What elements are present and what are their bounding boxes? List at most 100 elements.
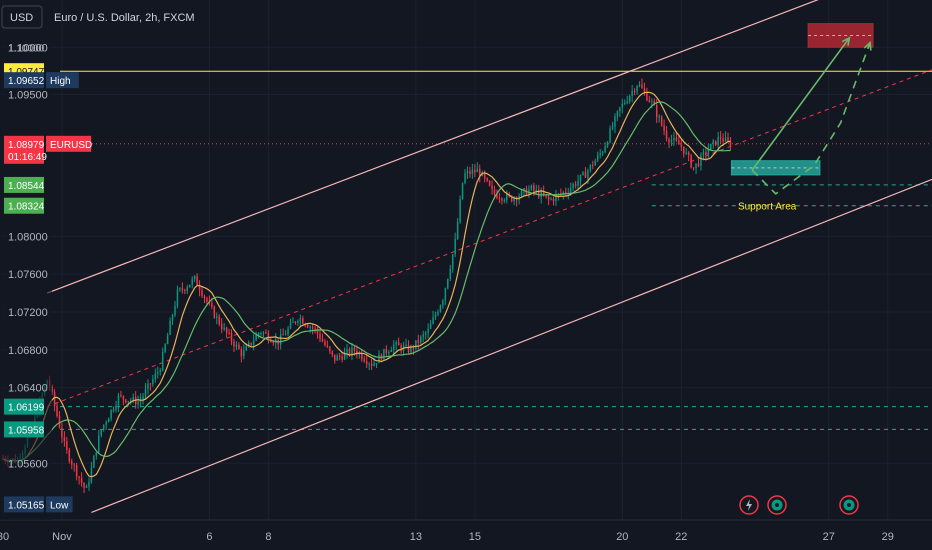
candle-body	[144, 389, 147, 397]
candle-body	[316, 328, 319, 334]
candle-body	[439, 305, 442, 312]
price-tag-box	[4, 176, 44, 193]
candle-body	[395, 342, 397, 345]
candle-body	[122, 395, 125, 400]
candle-body	[680, 144, 683, 147]
candle-body	[476, 168, 479, 173]
candle-body	[321, 339, 324, 342]
candle-body	[166, 334, 169, 345]
candle-body	[648, 100, 651, 102]
price-tag-box	[4, 72, 44, 89]
annotation-label: Support Area	[738, 202, 797, 213]
candle-body	[449, 268, 452, 279]
candle-body	[397, 342, 400, 346]
candle-body	[714, 140, 717, 146]
candle-body	[314, 328, 316, 330]
candle-body	[584, 172, 587, 178]
candle-body	[712, 140, 715, 144]
candle-body	[464, 173, 466, 183]
candle-body	[338, 355, 341, 357]
price-tag-value: 1.08979	[8, 140, 45, 151]
candle-body	[628, 95, 631, 102]
candle-body	[592, 164, 594, 166]
price-tag-value: 1.05165	[8, 500, 45, 511]
candle-body	[624, 102, 626, 104]
candle-body	[437, 311, 439, 315]
candle-body	[412, 346, 415, 349]
event-icon[interactable]	[839, 495, 859, 515]
candle-body	[424, 333, 427, 335]
candle-body	[370, 363, 373, 366]
candle-body	[302, 318, 304, 324]
candle-body	[410, 346, 412, 353]
candle-body	[63, 437, 66, 442]
candle-body	[292, 321, 294, 323]
candle-body	[289, 322, 292, 329]
price-tag: 1.05165 Low	[4, 496, 73, 513]
candle-body	[171, 315, 174, 321]
price-tag-value: 1.08544	[8, 181, 45, 192]
candle-body	[523, 188, 525, 191]
candle-body	[85, 486, 88, 488]
price-tag: 1.09652 High	[4, 72, 79, 89]
x-tick-label: 6	[206, 531, 212, 543]
candle-body	[653, 101, 656, 106]
candle-body	[53, 392, 56, 406]
ma-slow-line	[2, 101, 731, 462]
x-tick-label: 20	[616, 531, 628, 543]
candle-body	[678, 140, 680, 145]
candle-body	[198, 285, 201, 291]
candle-body	[555, 194, 557, 202]
candle-body	[483, 172, 486, 178]
candle-body	[690, 155, 692, 168]
candle-body	[169, 320, 171, 335]
candle-body	[75, 465, 78, 477]
candle-body	[284, 334, 287, 336]
candle-body	[609, 128, 611, 143]
event-icon-dot	[847, 503, 851, 507]
candle-body	[538, 190, 540, 198]
candle-body	[589, 164, 592, 171]
candle-body	[501, 198, 503, 201]
candle-body	[351, 347, 353, 355]
candle-body	[503, 200, 506, 202]
candle-body	[434, 314, 437, 318]
projection-path	[751, 42, 871, 195]
event-icon[interactable]	[767, 495, 787, 515]
candle-body	[191, 279, 193, 285]
candle-body	[299, 318, 302, 322]
candle-body	[265, 332, 267, 334]
candle-body	[297, 321, 299, 323]
candle-body	[240, 349, 243, 357]
candle-body	[186, 287, 189, 291]
candle-body	[702, 152, 705, 155]
candle-body	[115, 405, 117, 410]
candle-body	[663, 125, 665, 132]
candle-body	[225, 327, 228, 333]
candle-body	[383, 348, 385, 360]
candle-body	[422, 334, 424, 337]
candle-body	[95, 452, 98, 457]
flash-icon[interactable]	[739, 495, 759, 515]
candle-body	[604, 146, 606, 153]
candle-body	[334, 354, 336, 361]
candle-body	[250, 342, 252, 345]
candle-body	[685, 152, 687, 154]
candle-body	[574, 184, 577, 186]
y-tick-label: 1.07200	[8, 307, 48, 319]
candle-body	[705, 152, 707, 155]
candle-body	[130, 400, 132, 402]
candle-body	[719, 136, 722, 139]
candle-body	[356, 350, 358, 355]
y-tick-label: 1.06800	[8, 345, 48, 357]
currency-button[interactable]: USD	[1, 5, 43, 29]
candle-body	[626, 101, 628, 103]
candle-body	[279, 334, 282, 345]
candle-body	[353, 347, 356, 351]
candle-body	[257, 333, 260, 336]
price-tag-box	[4, 398, 44, 415]
candle-body	[174, 305, 176, 316]
channel-upper-line	[46, 0, 819, 294]
